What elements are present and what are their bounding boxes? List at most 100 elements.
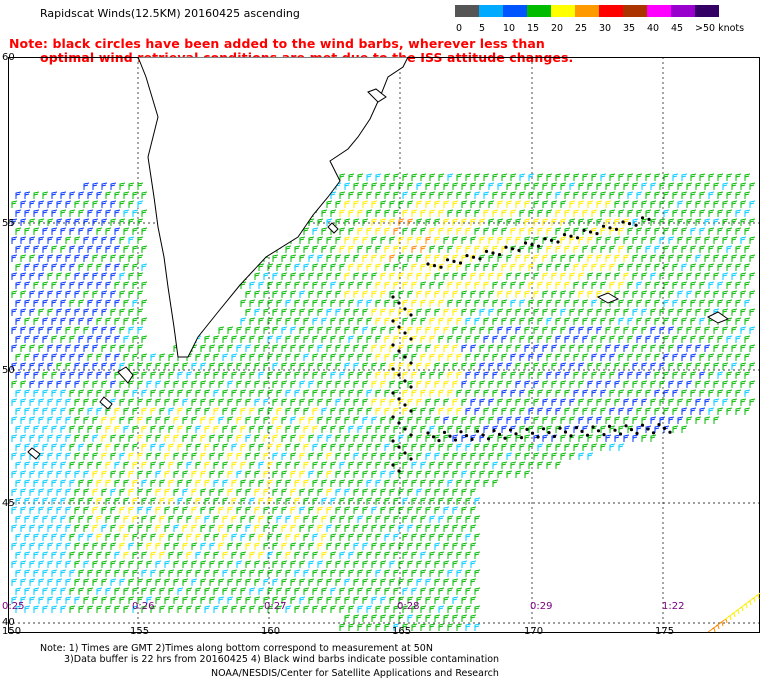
wind-barb (393, 407, 400, 415)
wind-barb (132, 533, 139, 541)
wind-barb (303, 587, 310, 595)
wind-barb (465, 281, 472, 289)
wind-barb (416, 452, 423, 460)
wind-barb (168, 569, 175, 577)
wind-barb (150, 551, 157, 559)
wind-barb (101, 254, 108, 262)
wind-barb (11, 200, 18, 208)
wind-barb (434, 416, 441, 424)
wind-barb (731, 182, 738, 190)
wind-barb (438, 479, 445, 487)
wind-barb (623, 398, 630, 406)
wind-barb (362, 182, 369, 190)
wind-barb (92, 596, 99, 604)
wind-barb (420, 209, 427, 217)
wind-barb (155, 470, 162, 478)
wind-barb (546, 425, 553, 433)
wind-barb (497, 308, 504, 316)
wind-barb (267, 425, 274, 433)
wind-barb (249, 407, 256, 415)
wind-barb (96, 317, 103, 325)
wind-barb (15, 425, 22, 433)
wind-barb (276, 497, 283, 505)
wind-barb (461, 416, 468, 424)
wind-barb (632, 200, 639, 208)
wind-barb (681, 299, 688, 307)
wind-barb (362, 596, 369, 604)
wind-barb (56, 398, 63, 406)
wind-barb (137, 182, 144, 190)
wind-barb (159, 497, 166, 505)
wind-barb (141, 245, 148, 253)
wind-barb (60, 515, 67, 523)
wind-barb (681, 245, 688, 253)
wind-barb (227, 488, 234, 496)
flag-circle (492, 429, 496, 433)
wind-barb (83, 560, 90, 568)
wind-barb (249, 533, 256, 541)
wind-barb (42, 299, 49, 307)
wind-barb (695, 344, 702, 352)
wind-barb (402, 299, 409, 307)
wind-barb (24, 389, 31, 397)
wind-barb (519, 371, 526, 379)
wind-barb (47, 398, 54, 406)
wind-barb (236, 452, 243, 460)
wind-barb (20, 344, 27, 352)
wind-barb (326, 542, 333, 550)
wind-barb (416, 254, 423, 262)
wind-barb (479, 380, 486, 388)
wind-barb (263, 308, 270, 316)
wind-barb (56, 488, 63, 496)
wind-barb (326, 416, 333, 424)
wind-barb (636, 245, 643, 253)
wind-barb (177, 461, 184, 469)
wind-barb (87, 461, 94, 469)
wind-barb (654, 353, 661, 361)
wind-barb (110, 560, 117, 568)
wind-barb (411, 263, 418, 271)
wind-barb (272, 542, 279, 550)
wind-barb (384, 281, 391, 289)
wind-barb (330, 299, 337, 307)
wind-barb (690, 191, 697, 199)
wind-barb (402, 317, 409, 325)
wind-barb (128, 524, 135, 532)
wind-barb (321, 209, 328, 217)
wind-barb (159, 479, 166, 487)
wind-barb (416, 218, 423, 226)
wind-barb (186, 497, 193, 505)
time-label-2: 0:27 (264, 601, 287, 612)
wind-barb (528, 389, 535, 397)
wind-barb (69, 335, 76, 343)
flag-circle (504, 245, 508, 249)
wind-barb (173, 362, 180, 370)
wind-barb (537, 371, 544, 379)
wind-barb (141, 425, 148, 433)
wind-barb (722, 290, 729, 298)
wind-barb (285, 299, 292, 307)
wind-barb (740, 290, 747, 298)
flag-circle (459, 430, 463, 434)
wind-barb (137, 398, 144, 406)
wind-barb (506, 344, 513, 352)
wind-barb (542, 290, 549, 298)
wind-barb (240, 569, 247, 577)
wind-barb (110, 416, 117, 424)
wind-barb (609, 371, 616, 379)
wind-barb (114, 191, 121, 199)
wind-barb (438, 515, 445, 523)
wind-barb (542, 434, 549, 442)
wind-barb (263, 362, 270, 370)
wind-barb (744, 353, 751, 361)
wind-barb (510, 281, 517, 289)
wind-barb (443, 272, 450, 280)
wind-barb (704, 218, 711, 226)
wind-barb (335, 344, 342, 352)
wind-barb (429, 389, 436, 397)
wind-barb (317, 344, 324, 352)
wind-barb (56, 506, 63, 514)
time-label-1: 0:26 (132, 601, 155, 612)
wind-barb (429, 299, 436, 307)
wind-barb (299, 398, 306, 406)
